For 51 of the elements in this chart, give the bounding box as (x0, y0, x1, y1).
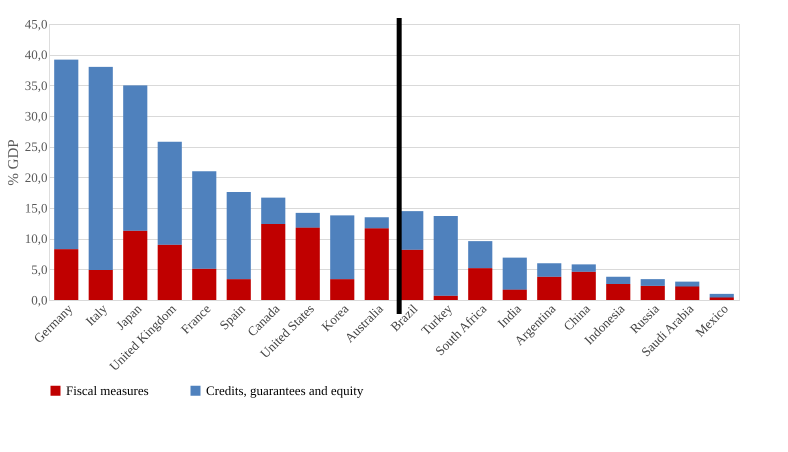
bar (54, 249, 78, 300)
bar (572, 272, 596, 300)
bar (296, 212, 320, 228)
y-tick-label: 0,0 (31, 292, 48, 308)
y-axis-title: % GDP (6, 139, 22, 186)
bar (502, 290, 527, 300)
bar (296, 228, 320, 300)
bar (640, 286, 665, 300)
y-tick-label: 5,0 (31, 262, 48, 277)
bar (226, 192, 251, 280)
bar (261, 224, 286, 300)
legend-label: Credits, guarantees and equity (206, 382, 364, 398)
bar (537, 276, 562, 300)
bar (192, 268, 216, 300)
bar (123, 85, 148, 231)
bar (88, 66, 113, 270)
bar (226, 279, 251, 300)
y-tick-label: 30,0 (24, 108, 48, 124)
bar (158, 142, 182, 245)
bar (88, 270, 113, 300)
bar (640, 279, 665, 286)
bar (158, 244, 182, 300)
x-tick-label: Italy (82, 300, 110, 329)
bar (330, 215, 354, 280)
bar (468, 241, 492, 268)
y-tick-label: 10,0 (24, 231, 48, 246)
bar (123, 230, 148, 300)
bar (502, 258, 527, 290)
bar (606, 276, 630, 284)
y-tick-label: 35,0 (24, 78, 48, 93)
bar (364, 217, 389, 228)
bar (675, 286, 700, 300)
legend-label: Fiscal measures (66, 382, 149, 398)
bar (468, 268, 492, 300)
bar (54, 60, 78, 250)
y-tick-label: 45,0 (24, 16, 48, 32)
y-tick-label: 20,0 (24, 170, 48, 185)
bar (364, 228, 389, 300)
bar (434, 216, 458, 296)
y-tick-label: 25,0 (24, 139, 48, 154)
bar (606, 284, 630, 300)
bar (192, 171, 216, 269)
bar (572, 264, 596, 272)
y-tick-label: 15,0 (24, 200, 48, 216)
bar (434, 296, 458, 300)
bar (330, 279, 354, 300)
y-tick-label: 40,0 (24, 47, 48, 62)
bar (675, 282, 700, 287)
bar (537, 263, 562, 277)
bar (710, 294, 734, 298)
bar (261, 198, 286, 224)
